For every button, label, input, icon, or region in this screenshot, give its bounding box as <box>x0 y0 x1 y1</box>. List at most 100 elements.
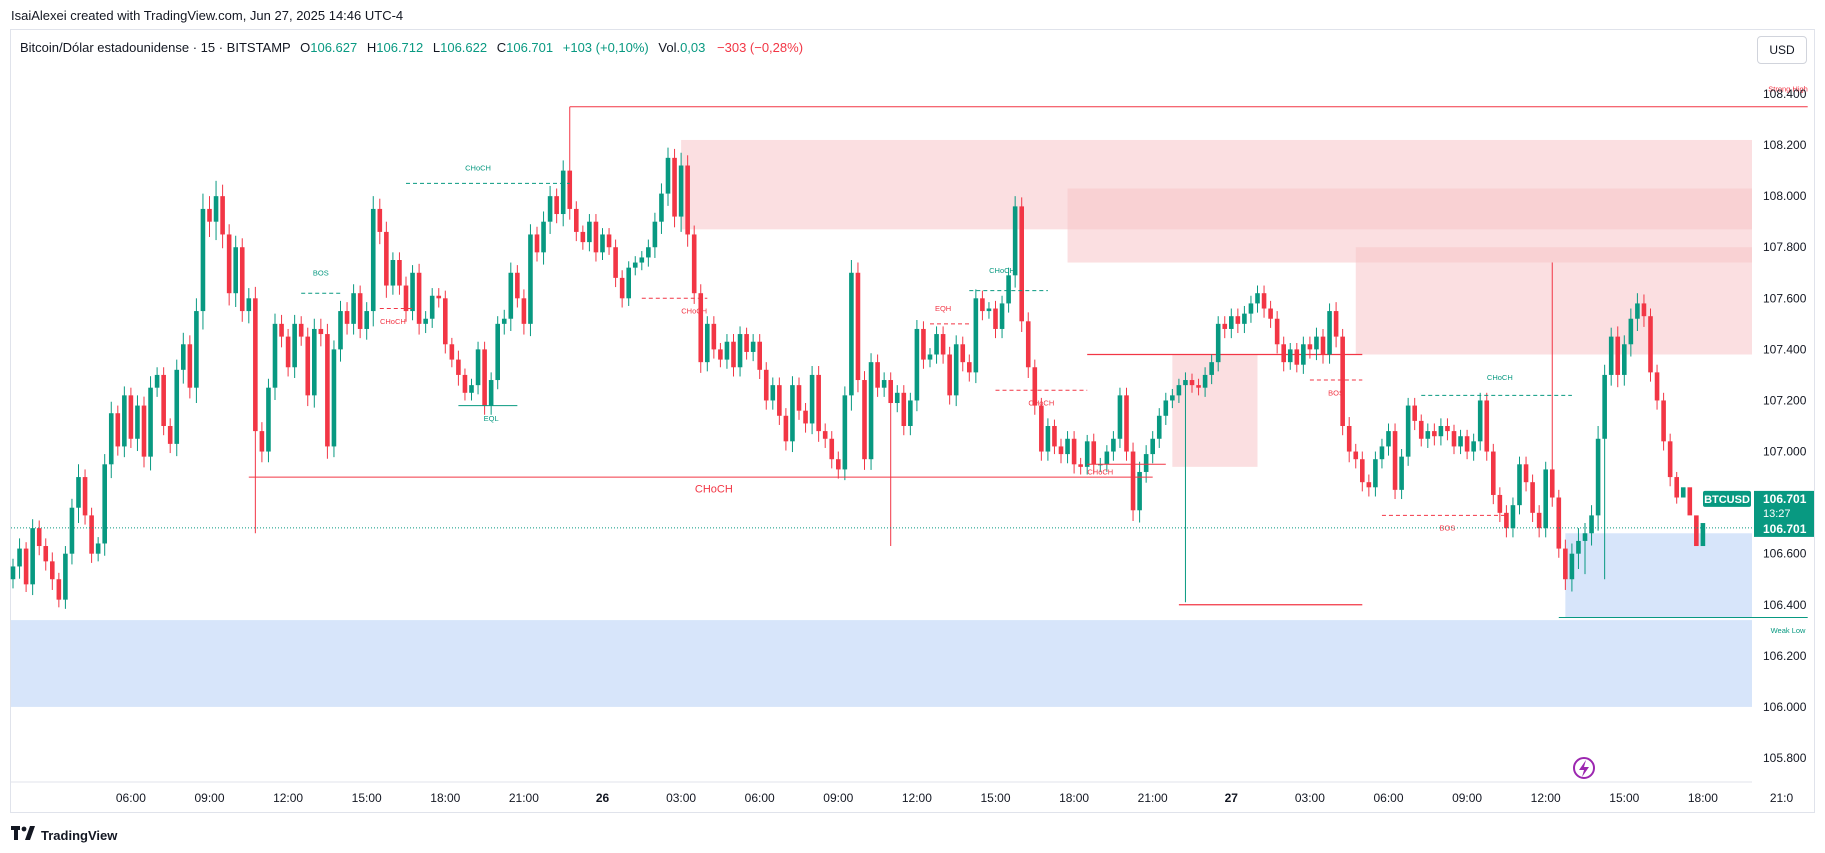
x-tick-label: 27 <box>1225 791 1239 805</box>
candle-body <box>416 272 422 324</box>
candle-body <box>678 165 684 217</box>
lightning-icon[interactable] <box>1573 757 1595 779</box>
candle-body <box>1622 344 1627 375</box>
candle-body <box>822 431 828 439</box>
candle-body <box>875 362 880 388</box>
candle-body <box>226 234 232 294</box>
x-tick-label: 12:00 <box>273 791 303 805</box>
candle-body <box>495 323 500 381</box>
structure-label: CHoCH <box>1487 373 1513 382</box>
candle-body <box>646 247 651 258</box>
demand-zone-4 <box>11 620 1752 707</box>
candle-body <box>390 260 396 286</box>
candle-body <box>1680 487 1686 498</box>
lightning-bolt-icon <box>1579 760 1589 777</box>
candle-body <box>960 344 966 363</box>
candle-body <box>239 247 245 312</box>
candle-body <box>1674 477 1679 498</box>
candle-body <box>763 369 769 401</box>
candle-body <box>626 267 631 299</box>
candle-body <box>1012 206 1018 276</box>
x-tick-label: 21:00 <box>509 791 539 805</box>
candle-body <box>1418 420 1424 439</box>
candle-body <box>200 208 206 312</box>
x-tick-label: 06:00 <box>1373 791 1403 805</box>
candle-body <box>403 285 409 312</box>
candle-body <box>803 410 808 424</box>
symbol-name[interactable]: Bitcoin/Dólar estadounidense · 15 · BITS… <box>20 40 291 55</box>
candle-body <box>30 528 35 585</box>
candle-body <box>1595 438 1601 516</box>
x-tick-label: 06:00 <box>745 791 775 805</box>
price-change: +103 (+0,10%) <box>562 40 649 55</box>
candle-body <box>1078 464 1083 467</box>
candle-body <box>1314 336 1319 350</box>
candle-body <box>1287 349 1293 363</box>
candle-body <box>1104 451 1110 465</box>
symbol-tag <box>1703 490 1751 507</box>
candle-body <box>927 354 933 360</box>
candle-body <box>1667 441 1673 478</box>
candle-body <box>1274 318 1280 345</box>
candle-body <box>122 395 127 447</box>
high-label: H <box>366 40 377 55</box>
candle-body <box>1608 336 1614 375</box>
candle-body <box>1084 441 1090 467</box>
x-tick-label: 18:00 <box>1059 791 1089 805</box>
candle-body <box>1386 431 1391 447</box>
candle-body <box>567 170 573 209</box>
candle-body <box>207 208 212 222</box>
candle-body <box>1327 311 1332 355</box>
open-value: 106.627 <box>310 40 358 55</box>
x-tick-label: 21:00 <box>1138 791 1168 805</box>
symbol-tag-label: BTCUSD <box>1704 494 1750 506</box>
candle-body <box>1477 400 1483 442</box>
y-tick-label: 107.800 <box>1763 240 1807 254</box>
x-tick-label: 12:00 <box>1531 791 1561 805</box>
candle-body <box>1504 512 1509 529</box>
candle-body <box>1091 441 1097 465</box>
candle-body <box>1229 316 1234 329</box>
candle-body <box>632 262 638 268</box>
candle-body <box>1268 308 1273 319</box>
candle-body <box>351 293 356 324</box>
y-tick-label: 107.400 <box>1763 342 1807 356</box>
x-tick-label: 15:00 <box>352 791 382 805</box>
candle-body <box>1373 459 1378 488</box>
candle-body <box>737 334 743 368</box>
last-price-label: 106.701 <box>1763 492 1807 506</box>
candle-body <box>50 561 55 580</box>
candle-body <box>731 341 736 368</box>
candle-body <box>698 293 704 363</box>
x-tick-label: 15:00 <box>1609 791 1639 805</box>
candle-body <box>1582 533 1588 541</box>
candle-body <box>1255 293 1260 304</box>
structure-label: BOS <box>313 268 329 277</box>
candle-body <box>1209 362 1214 375</box>
x-tick-label: 26 <box>596 791 610 805</box>
candle-body <box>1432 431 1437 437</box>
candle-body <box>1523 464 1529 483</box>
candle-body <box>508 272 514 319</box>
candle-body <box>246 298 252 312</box>
candle-body <box>528 234 533 324</box>
candle-body <box>167 426 173 444</box>
candle-body <box>1039 405 1044 452</box>
candle-body <box>1628 318 1634 345</box>
currency-button[interactable]: USD <box>1757 36 1807 64</box>
candle-body <box>1563 548 1568 580</box>
candle-body <box>1261 293 1267 309</box>
candle-body <box>796 385 802 411</box>
candle-body <box>1556 497 1562 549</box>
candle-body <box>953 344 959 396</box>
candle-body <box>187 344 193 388</box>
bar-countdown: 13:27 <box>1763 508 1791 520</box>
candle-body <box>757 341 762 370</box>
candle-body <box>501 318 507 324</box>
candle-body <box>102 464 107 544</box>
candle-body <box>1189 380 1195 386</box>
candle-body <box>253 298 258 432</box>
candle-body <box>750 341 756 352</box>
y-tick-label: 106.000 <box>1763 700 1807 714</box>
